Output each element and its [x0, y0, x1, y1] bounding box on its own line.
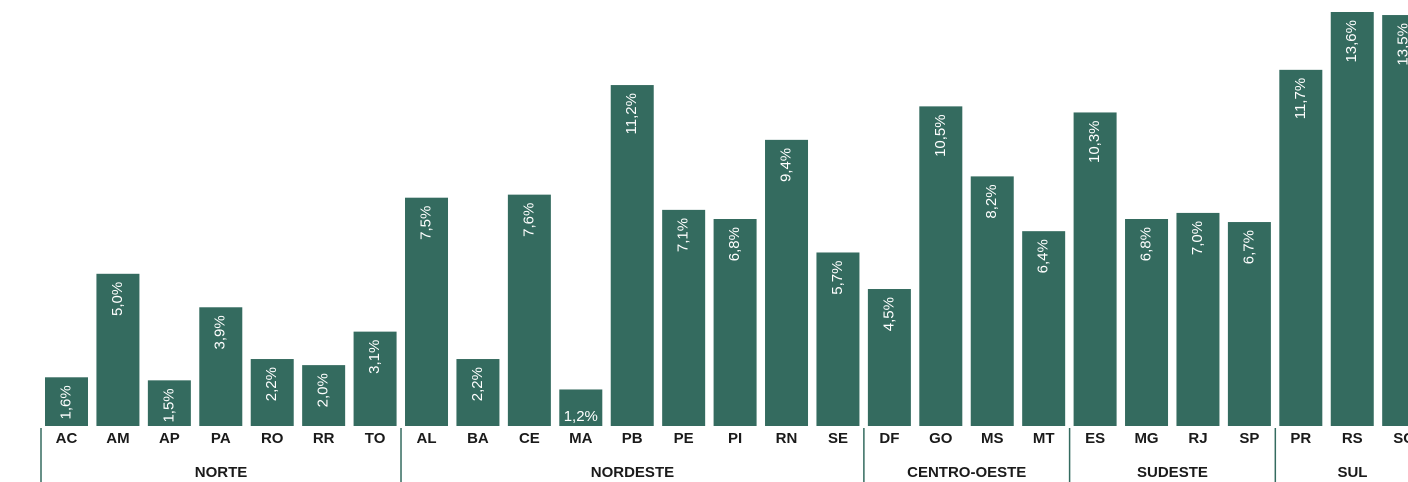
x-tick-label: MT: [1033, 430, 1055, 447]
value-label: 13,5%: [1395, 23, 1408, 66]
x-tick-label: ES: [1085, 430, 1105, 447]
bar: [1125, 219, 1169, 426]
x-tick-label: PB: [622, 430, 643, 447]
x-tick-label: MG: [1134, 430, 1158, 447]
value-label: 7,5%: [417, 206, 434, 240]
value-label: 3,9%: [212, 315, 229, 349]
bar: [405, 197, 449, 426]
bar: [456, 359, 500, 426]
x-tick-label: TO: [365, 430, 386, 447]
x-tick-label: PA: [211, 430, 231, 447]
bar: [199, 307, 243, 426]
value-label: 11,2%: [623, 93, 640, 134]
bar: [816, 252, 860, 426]
x-tick-label: RN: [776, 430, 798, 447]
value-label: 3,1%: [366, 340, 383, 374]
value-label: 2,2%: [263, 367, 280, 401]
x-tick-label: CE: [519, 430, 540, 447]
group-label: SUL: [1337, 464, 1367, 481]
bar: [970, 176, 1014, 426]
bar: [713, 219, 757, 426]
bar: [45, 377, 88, 426]
value-label: 2,0%: [315, 373, 332, 407]
bar: [1227, 222, 1271, 426]
x-tick-label: SE: [828, 430, 848, 447]
bar: [1382, 15, 1408, 426]
group-label: SUDESTE: [1137, 464, 1208, 481]
value-label: 7,0%: [1189, 221, 1206, 255]
x-tick-label: PR: [1290, 430, 1311, 447]
bar: [302, 365, 346, 426]
value-label: 4,5%: [880, 297, 897, 331]
bar: [662, 209, 706, 426]
value-label: 2,2%: [469, 367, 486, 401]
value-label: 5,0%: [109, 282, 126, 316]
value-label: 6,8%: [1137, 227, 1154, 261]
value-label: 6,8%: [726, 227, 743, 261]
x-tick-label: DF: [879, 430, 899, 447]
x-tick-label: AC: [56, 430, 78, 447]
value-label: 10,5%: [932, 114, 949, 157]
x-tick-label: MA: [569, 430, 592, 447]
x-tick-label: AM: [106, 430, 129, 447]
bar: [919, 106, 963, 426]
x-tick-label: RO: [261, 430, 284, 447]
bar: [610, 85, 654, 426]
value-label: 6,7%: [1240, 230, 1257, 264]
bar: [765, 139, 809, 426]
bar: [96, 273, 140, 426]
x-tick-label: MS: [981, 430, 1004, 447]
value-label: 9,4%: [777, 148, 794, 182]
x-tick-label: SC: [1393, 430, 1408, 447]
x-tick-label: BA: [467, 430, 489, 447]
x-tick-label: RR: [313, 430, 335, 447]
value-label: 13,6%: [1343, 20, 1360, 63]
value-label: 1,2%: [564, 408, 598, 425]
x-tick-label: AL: [417, 430, 437, 447]
value-label: 10,3%: [1086, 120, 1103, 163]
value-label: 7,6%: [520, 203, 537, 237]
bar: [353, 331, 397, 426]
bar: [250, 359, 294, 426]
bar: [1073, 112, 1117, 427]
value-label: 11,7%: [1292, 78, 1309, 119]
x-tick-label: SP: [1239, 430, 1259, 447]
bar: [507, 194, 551, 426]
group-label: CENTRO-OESTE: [907, 464, 1026, 481]
x-tick-label: RS: [1342, 430, 1363, 447]
bar: [1330, 12, 1374, 426]
value-label: 1,5%: [160, 388, 177, 422]
value-label: 8,2%: [983, 184, 1000, 218]
bar: [559, 389, 603, 426]
bar: [867, 289, 911, 426]
x-tick-label: GO: [929, 430, 953, 447]
x-tick-label: PE: [674, 430, 694, 447]
value-label: 1,6%: [57, 385, 74, 419]
bar: [1279, 69, 1323, 427]
bar: [1022, 231, 1066, 426]
bar: [1176, 212, 1220, 426]
value-label: 6,4%: [1035, 239, 1052, 273]
group-label: NORTE: [195, 464, 248, 481]
value-label: 5,7%: [829, 260, 846, 294]
group-label: NORDESTE: [591, 464, 674, 481]
x-tick-label: PI: [728, 430, 742, 447]
x-tick-label: AP: [159, 430, 180, 447]
value-label: 7,1%: [675, 218, 692, 252]
bar: [147, 380, 191, 426]
x-tick-label: RJ: [1188, 430, 1207, 447]
